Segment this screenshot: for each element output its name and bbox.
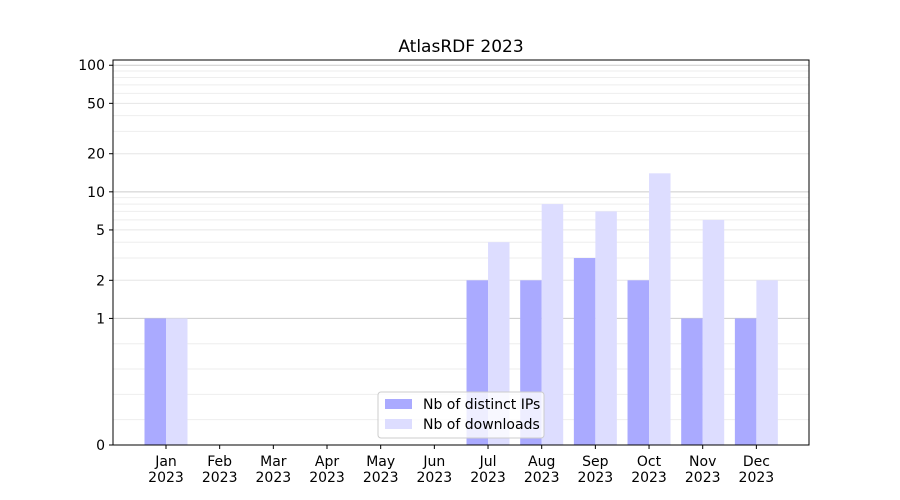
- x-tick-label-year: 2023: [685, 470, 721, 486]
- bar-distinct-ips-dec: [734, 318, 757, 445]
- x-tick-label-year: 2023: [578, 470, 614, 486]
- x-tick-label-month: Mar: [260, 454, 287, 470]
- x-axis: Jan2023Feb2023Mar2023Apr2023May2023Jun20…: [148, 445, 774, 486]
- y-tick-label: 2: [96, 273, 105, 289]
- x-tick-label-month: Nov: [689, 454, 716, 470]
- y-tick-label: 100: [78, 58, 105, 74]
- grid-lines: [113, 64, 809, 421]
- bar-downloads-oct: [649, 173, 671, 445]
- legend-label: Nb of downloads: [423, 417, 540, 433]
- bar-distinct-ips-jan: [144, 318, 166, 445]
- y-tick-label: 20: [87, 147, 105, 163]
- bar-downloads-sep: [595, 211, 617, 445]
- bar-downloads-dec: [756, 280, 778, 445]
- chart-title: AtlasRDF 2023: [398, 37, 523, 57]
- x-tick-label-year: 2023: [363, 470, 399, 486]
- x-tick-label-month: Oct: [637, 454, 662, 470]
- y-tick-label: 0: [96, 438, 105, 454]
- x-tick-label-month: Sep: [582, 454, 609, 470]
- x-tick-label-year: 2023: [739, 470, 775, 486]
- x-tick-label-year: 2023: [309, 470, 345, 486]
- legend-label: Nb of distinct IPs: [423, 397, 540, 413]
- y-tick-label: 5: [96, 223, 105, 239]
- x-tick-label-year: 2023: [202, 470, 238, 486]
- legend-swatch: [385, 399, 412, 409]
- bar-distinct-ips-oct: [627, 280, 650, 445]
- bar-distinct-ips-nov: [681, 318, 703, 445]
- x-tick-label-year: 2023: [631, 470, 667, 486]
- x-tick-label-month: Apr: [315, 454, 339, 470]
- bar-downloads-nov: [702, 219, 725, 445]
- x-tick-label-month: Jan: [154, 454, 177, 470]
- x-tick-label-year: 2023: [470, 470, 506, 486]
- x-tick-label-year: 2023: [148, 470, 184, 486]
- legend-box: [377, 391, 545, 439]
- y-tick-label: 1: [96, 311, 105, 327]
- x-tick-label-year: 2023: [256, 470, 292, 486]
- x-tick-label-month: Jul: [479, 454, 497, 470]
- x-tick-label-month: Dec: [743, 454, 770, 470]
- legend-swatch: [385, 419, 412, 429]
- x-tick-label-month: Aug: [528, 454, 555, 470]
- bar-distinct-ips-sep: [573, 258, 596, 445]
- y-tick-label: 50: [87, 96, 105, 112]
- bar-downloads-jan: [166, 318, 188, 445]
- x-tick-label-month: Feb: [207, 454, 232, 470]
- x-tick-label-month: May: [366, 454, 395, 470]
- x-tick-label-year: 2023: [417, 470, 453, 486]
- plot-frame: [112, 59, 810, 446]
- y-axis: 0 1 2 5 10 20 50 100: [78, 58, 113, 454]
- x-tick-label-month: Jun: [422, 454, 445, 470]
- x-tick-label-year: 2023: [524, 470, 560, 486]
- legend: Nb of distinct IPs Nb of downloads: [377, 391, 545, 439]
- bars: [144, 173, 778, 445]
- y-tick-label: 10: [87, 185, 105, 201]
- bar-downloads-aug: [541, 204, 564, 445]
